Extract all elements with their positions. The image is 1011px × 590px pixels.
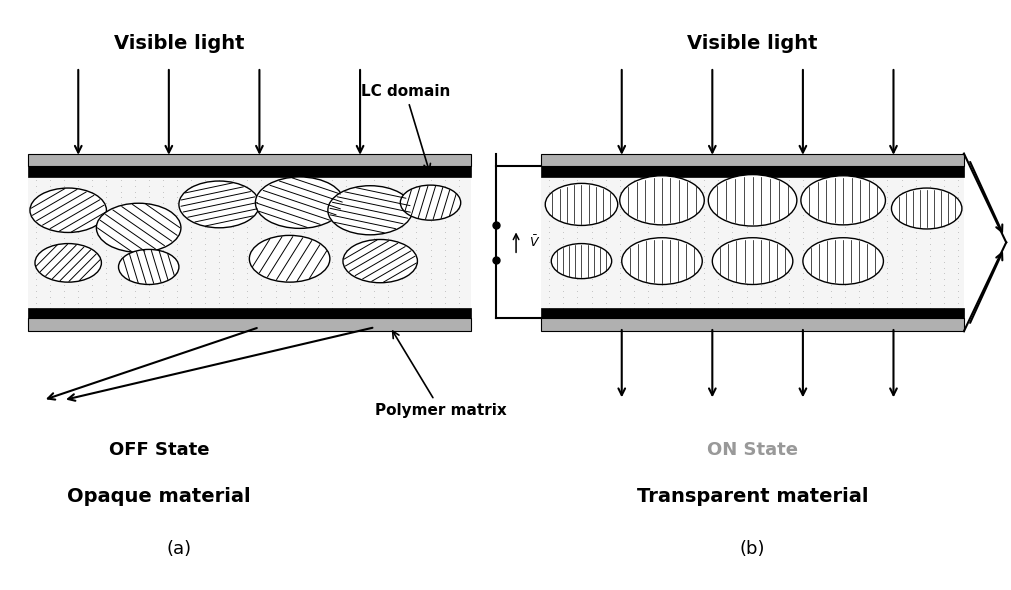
Text: (b): (b) [739, 540, 764, 558]
Circle shape [30, 188, 106, 232]
Circle shape [619, 176, 704, 225]
Text: LC domain: LC domain [360, 84, 450, 171]
Circle shape [400, 185, 460, 220]
Bar [28, 177, 470, 319]
Circle shape [708, 175, 796, 226]
Bar [541, 319, 963, 331]
Circle shape [621, 238, 702, 284]
Bar [28, 308, 470, 319]
Bar [541, 166, 963, 177]
Circle shape [712, 238, 792, 284]
Text: $\bar{V}$: $\bar{V}$ [529, 235, 540, 250]
Circle shape [800, 176, 885, 225]
Text: Transparent material: Transparent material [636, 487, 867, 506]
Text: Visible light: Visible light [113, 34, 244, 53]
Circle shape [343, 240, 417, 283]
Circle shape [35, 244, 101, 282]
Bar [541, 308, 963, 319]
Circle shape [891, 188, 961, 229]
Bar [541, 153, 963, 166]
Bar [28, 319, 470, 331]
Bar [28, 166, 470, 177]
Bar [541, 177, 963, 319]
Circle shape [96, 203, 181, 253]
Text: Polymer matrix: Polymer matrix [374, 331, 506, 418]
Text: ON State: ON State [707, 441, 798, 459]
Circle shape [551, 244, 611, 278]
Circle shape [179, 181, 259, 228]
Circle shape [802, 238, 883, 284]
Text: Visible light: Visible light [686, 34, 817, 53]
Bar [28, 153, 470, 166]
Circle shape [255, 177, 344, 228]
Text: Opaque material: Opaque material [67, 487, 251, 506]
Text: OFF State: OFF State [108, 441, 209, 459]
Text: (a): (a) [166, 540, 191, 558]
Circle shape [328, 186, 412, 235]
Circle shape [118, 250, 179, 284]
Circle shape [249, 235, 330, 282]
Circle shape [545, 183, 617, 225]
